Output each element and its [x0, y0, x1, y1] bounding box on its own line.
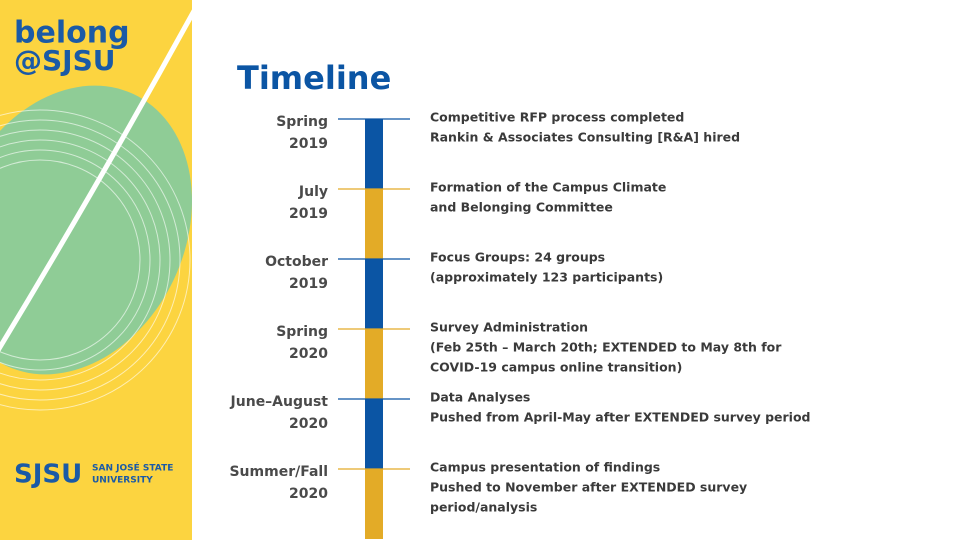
date-label: Summer/Fall: [229, 464, 328, 480]
description-line: (approximately 123 participants): [430, 270, 663, 285]
timeline-segment: [365, 399, 383, 469]
description-line: period/analysis: [430, 500, 537, 515]
footer-logo-text: UNIVERSITY: [92, 476, 153, 486]
date-label: Spring: [276, 114, 328, 130]
timeline-segment: [365, 259, 383, 329]
description-line: Data Analyses: [430, 390, 530, 405]
description-line: Formation of the Campus Climate: [430, 180, 666, 195]
date-label: 2019: [289, 136, 328, 152]
date-label: 2019: [289, 276, 328, 292]
timeline-segment: [365, 329, 383, 399]
description-line: Competitive RFP process completed: [430, 110, 684, 125]
date-label: July: [298, 184, 328, 200]
footer-logo-text: SAN JOSÉ STATE: [92, 462, 173, 474]
timeline-segment: [365, 119, 383, 189]
description-line: Rankin & Associates Consulting [R&A] hir…: [430, 130, 740, 145]
date-label: 2020: [289, 346, 328, 362]
timeline-segment: [365, 189, 383, 259]
description-line: COVID-19 campus online transition): [430, 360, 682, 375]
logo-line: belong: [14, 16, 130, 51]
title: Timeline: [237, 59, 391, 97]
description-line: Pushed from April-May after EXTENDED sur…: [430, 410, 811, 425]
description-line: Survey Administration: [430, 320, 588, 335]
date-label: June–August: [230, 394, 329, 410]
logo-line: @SJSU: [14, 44, 116, 77]
left-panel: [0, 0, 192, 540]
description-line: Pushed to November after EXTENDED survey: [430, 480, 747, 495]
description-line: Campus presentation of findings: [430, 460, 660, 475]
date-label: October: [265, 254, 328, 270]
date-label: 2019: [289, 206, 328, 222]
timeline: Spring 2019 Competitive RFP process comple…: [229, 110, 811, 539]
timeline-segment: [365, 469, 383, 539]
footer-logo-mark: SJSU: [14, 460, 82, 490]
date-label: 2020: [289, 416, 328, 432]
date-label: 2020: [289, 486, 328, 502]
date-label: Spring: [276, 324, 328, 340]
description-line: Focus Groups: 24 groups: [430, 250, 605, 265]
description-line: (Feb 25th – March 20th; EXTENDED to May …: [430, 340, 782, 355]
description-line: and Belonging Committee: [430, 200, 613, 215]
